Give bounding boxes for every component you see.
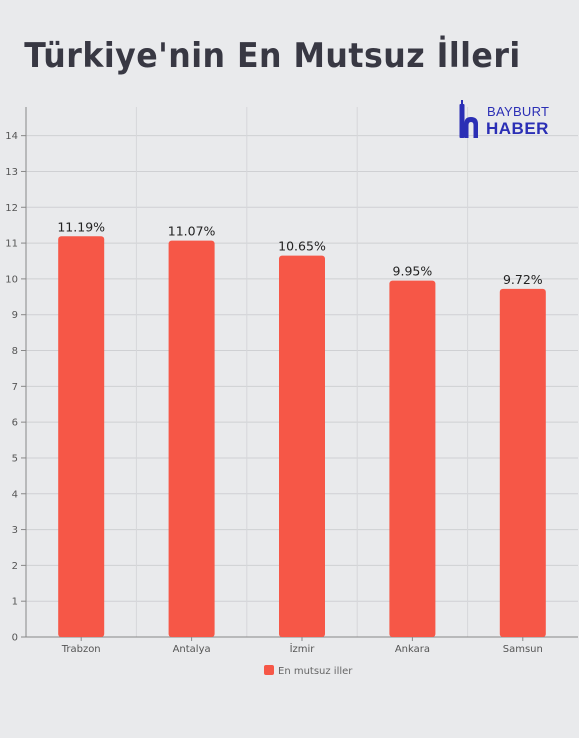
- logo-bottom-text: HABER: [486, 119, 549, 138]
- data-label: 10.65%: [278, 239, 326, 254]
- data-labels: 11.19% 11.07% 10.65% 9.95% 9.72%: [57, 219, 542, 287]
- x-category-label: Samsun: [503, 644, 543, 655]
- y-tick-label: 7: [12, 382, 18, 393]
- legend-swatch[interactable]: [264, 665, 274, 675]
- data-label: 11.07%: [168, 224, 216, 239]
- y-tick-label: 12: [5, 203, 18, 214]
- bayburt-haber-logo: BAYBURT HABER: [458, 99, 558, 141]
- x-category-label: Ankara: [395, 644, 430, 655]
- y-tick-label: 8: [12, 346, 18, 357]
- data-label: 9.95%: [393, 264, 433, 279]
- y-tick-label: 10: [5, 274, 18, 285]
- bar[interactable]: [279, 255, 325, 637]
- legend[interactable]: En mutsuz iller: [264, 665, 353, 677]
- y-tick-label: 13: [5, 167, 18, 178]
- bar[interactable]: [58, 236, 105, 637]
- y-tick-label: 11: [5, 239, 18, 250]
- y-tick-label: 2: [12, 561, 18, 572]
- y-tick-label: 0: [12, 633, 18, 644]
- y-tick-label: 4: [12, 489, 18, 500]
- chart-title: Türkiye'nin En Mutsuz İlleri: [24, 36, 521, 76]
- x-category-labels: Trabzon Antalya İzmir Ankara Samsun: [61, 637, 543, 655]
- y-tick-label: 9: [12, 310, 18, 321]
- bar[interactable]: [389, 280, 436, 637]
- y-tick-label: 14: [5, 131, 18, 142]
- x-category-label: Trabzon: [61, 644, 101, 655]
- vertical-grid-lines: [135, 107, 469, 637]
- legend-label[interactable]: En mutsuz iller: [278, 666, 353, 677]
- data-label: 9.72%: [503, 272, 543, 287]
- data-label: 11.19%: [57, 219, 105, 234]
- y-tick-label: 6: [12, 418, 18, 429]
- y-tick-label: 5: [12, 453, 18, 464]
- minaret-logo-icon: [459, 100, 478, 138]
- y-tick-label: 1: [12, 597, 18, 608]
- bars: [58, 236, 546, 637]
- bar[interactable]: [499, 288, 546, 637]
- bar[interactable]: [168, 240, 215, 637]
- logo-top-text: BAYBURT: [487, 104, 550, 119]
- x-category-label: Antalya: [173, 644, 211, 655]
- y-tick-label: 3: [12, 525, 18, 536]
- x-category-label: İzmir: [290, 642, 316, 655]
